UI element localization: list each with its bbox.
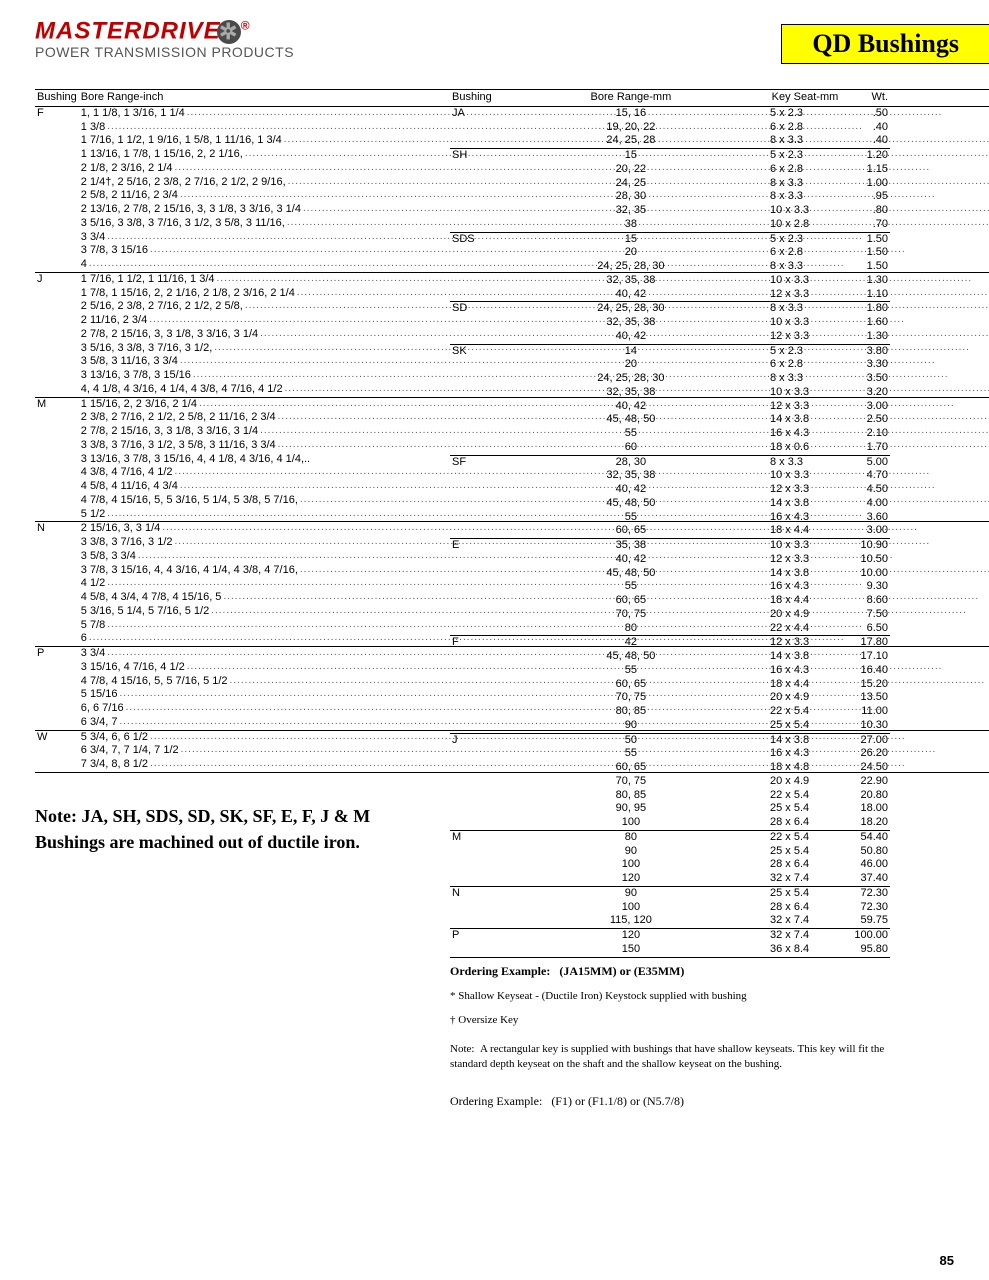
table-row: 40, 4212 x 3.31.30 [450,330,890,344]
table-row: 24, 25, 28, 308 x 3.33.50 [450,372,890,386]
footnote-note-label: Note: [450,1043,474,1055]
table-row: 90, 9525 x 5.418.00 [450,802,890,816]
table-row: 60, 6518 x 4.415.20 [450,678,890,692]
table-row: 32, 35, 3810 x 3.31.30 [450,274,890,288]
table-row: 60, 6518 x 4.43.00 [450,524,890,538]
table-row: P12032 x 7.4100.00 [450,929,890,943]
table-row: 5516 x 4.39.30 [450,580,890,594]
footnote-star: * Shallow Keyseat - (Ductile Iron) Keyst… [450,989,890,1004]
table-row: 60, 6518 x 4.824.50 [450,761,890,775]
table-row: 206 x 2.81.50 [450,246,890,260]
table-row: 8022 x 4.46.50 [450,622,890,636]
table-row: SH155 x 2.31.20 [450,149,890,163]
page-title: QD Bushings [812,29,959,58]
table-row: 40, 4212 x 3.33.00 [450,400,890,414]
table-row: 40, 4212 x 3.34.50 [450,483,890,497]
table-row: 70, 7520 x 4.97.50 [450,608,890,622]
table-row: 206 x 2.83.30 [450,358,890,372]
table-row: 9025 x 5.450.80 [450,845,890,859]
table-row: 32, 35, 3810 x 3.33.20 [450,386,890,400]
table-row: 45, 48, 5014 x 3.82.50 [450,413,890,427]
ductile-note: Note: JA, SH, SDS, SD, SK, SF, E, F, J &… [35,803,415,855]
table-row: M8022 x 5.454.40 [450,830,890,844]
table-row: F4212 x 3.317.80 [450,636,890,650]
table-row: SK145 x 2.33.80 [450,344,890,358]
footnote-dagger: † Oversize Key [450,1013,890,1028]
table-row: 45, 48, 5014 x 3.817.10 [450,650,890,664]
table-row: J5014 x 3.827.00 [450,733,890,747]
table-row: 5516 x 4.316.40 [450,664,890,678]
table-row: 40, 4212 x 3.31.10 [450,288,890,302]
table-row: 40, 4212 x 3.310.50 [450,553,890,567]
table-row: 9025 x 5.410.30 [450,719,890,733]
table-row: 19, 20, 226 x 2.8.40 [450,121,890,135]
table-row: 24, 25, 28, 308 x 3.31.50 [450,260,890,274]
table-row: 32, 35, 3810 x 3.34.70 [450,469,890,483]
brand-name: MASTERDRIVE [35,17,221,44]
brand-reg: ® [241,18,251,32]
brand-subtitle: POWER TRANSMISSION PRODUCTS [35,46,294,59]
table-row: 115, 12032 x 7.459.75 [450,914,890,928]
table-row: 60, 6518 x 4.48.60 [450,594,890,608]
table-row: 80, 8522 x 5.411.00 [450,705,890,719]
order-example-2-label: Ordering Example: [450,1094,542,1108]
table-row: 24, 258 x 3.31.00 [450,177,890,191]
order-example-2: (F1) or (F1.1/8) or (N5.7/8) [551,1094,684,1108]
table-row: 5516 x 4.326.20 [450,747,890,761]
table-row: 10028 x 6.418.20 [450,816,890,830]
table-row: 80, 8522 x 5.420.80 [450,789,890,803]
table-row: E35, 3810 x 3.310.90 [450,539,890,553]
footnote-note: A rectangular key is supplied with bushi… [450,1043,884,1070]
table-row: 28, 308 x 3.3.95 [450,190,890,204]
order-example-1: (JA15MM) or (E35MM) [559,964,684,978]
table-row: 20, 226 x 2.81.15 [450,163,890,177]
table-row: 5516 x 4.32.10 [450,427,890,441]
table-row: 70, 7520 x 4.922.90 [450,775,890,789]
table-row: JA15, 165 x 2.3.50 [450,106,890,120]
page-title-box: QD Bushings [781,24,989,64]
table-row: 32, 35, 3810 x 3.31.60 [450,316,890,330]
table-row: SD24, 25, 28, 308 x 3.31.80 [450,302,890,316]
table-row: 15036 x 8.495.80 [450,943,890,957]
table-row: 32, 3510 x 3.3.80 [450,204,890,218]
table-row: 10028 x 6.446.00 [450,858,890,872]
brand-icon: ✲ [217,20,241,44]
table-row: 3810 x 2.8.70 [450,218,890,232]
order-example-label: Ordering Example: [450,964,550,978]
table-row: 5516 x 4.33.60 [450,511,890,525]
table-row: 24, 25, 288 x 3.3.40 [450,134,890,148]
brand-block: MASTERDRIVE✲® POWER TRANSMISSION PRODUCT… [35,20,294,59]
table-row: 45, 48, 5014 x 3.810.00 [450,567,890,581]
table-row: 10028 x 6.472.30 [450,901,890,915]
table-row: SF28, 308 x 3.35.00 [450,455,890,469]
table-row: 6018 x 0.61.70 [450,441,890,455]
table-row: 45, 48, 5014 x 3.84.00 [450,497,890,511]
table-row: N9025 x 5.472.30 [450,886,890,900]
table-row: 70, 7520 x 4.913.50 [450,691,890,705]
page-number: 85 [940,1253,954,1268]
mm-table: BushingBore Range-mmKey Seat-mmWt.JA15, … [450,89,890,958]
table-row: SDS155 x 2.31.50 [450,232,890,246]
table-row: 12032 x 7.437.40 [450,872,890,886]
